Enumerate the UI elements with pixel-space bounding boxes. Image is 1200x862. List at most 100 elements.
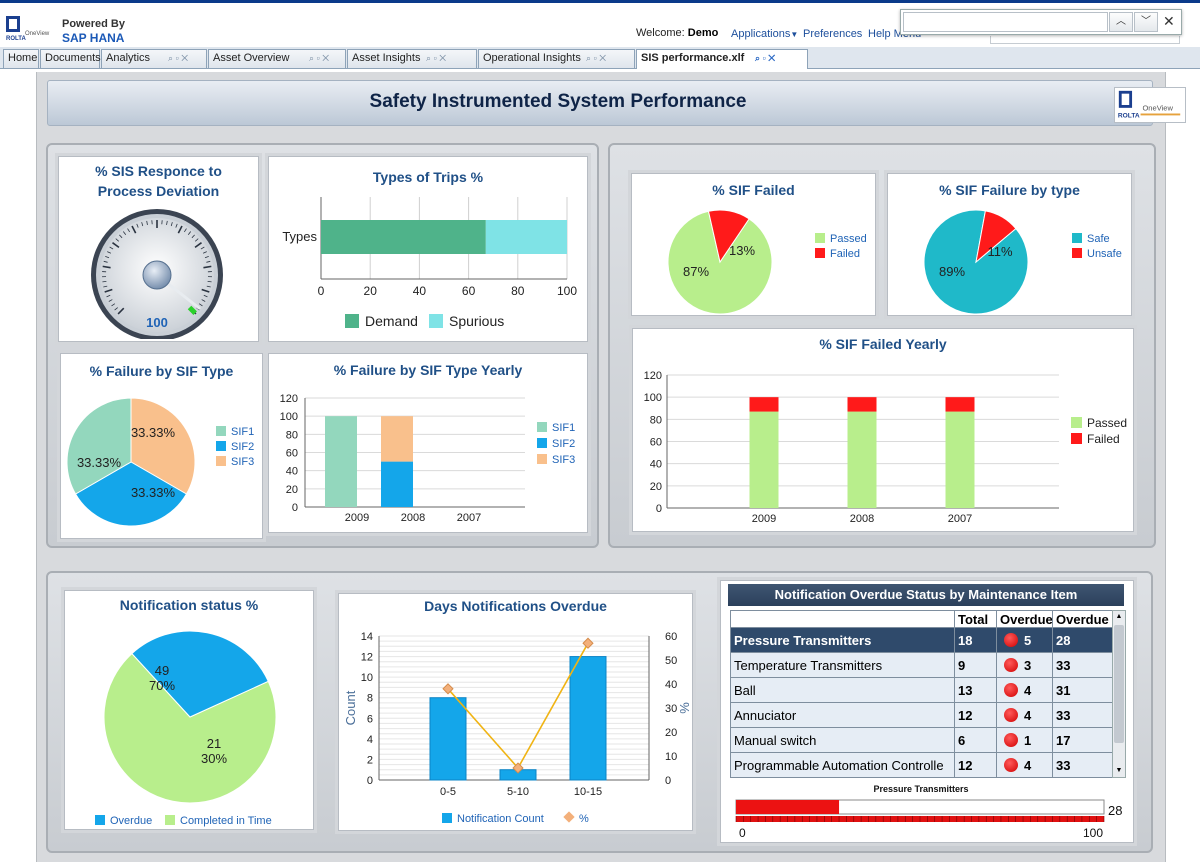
failure-by-sif-yearly-title: % Failure by SIF Type Yearly [333, 362, 523, 378]
gauge-tick [103, 285, 108, 288]
chevron-up-icon: ︿ [1116, 16, 1126, 27]
preferences-link[interactable]: Preferences [803, 28, 863, 40]
notification-status-panel: Notification status % 49 70% 21 30% Overdue C… [64, 590, 314, 830]
overdue-table: Total Overdue Overdue Pressure Transmitt… [730, 610, 1113, 778]
bar-demand [321, 220, 486, 254]
gauge-panel: % SIS Responce to Process Deviation 100 [58, 156, 259, 342]
tab-analytics[interactable]: Analytics ⌕ ▫ ✕ [101, 49, 207, 68]
failure-by-sif-pie: 33.33% 33.33% 33.33% SIF1 SIF2 SIF3 [66, 397, 254, 527]
column-header-overdue[interactable]: Overdue [996, 610, 1053, 628]
point-percent [442, 683, 454, 695]
applications-menu[interactable]: Applications▼ [731, 28, 798, 40]
x-tick-label: 0-5 [440, 786, 456, 798]
table-scrollbar[interactable]: ▲ ▼ [1112, 610, 1126, 778]
column-header-total[interactable]: Total [954, 610, 997, 628]
legend-label: Failed [1087, 432, 1120, 446]
legend-swatch [95, 815, 105, 825]
scroll-thumb[interactable] [1114, 625, 1124, 743]
row-name: Temperature Transmitters [730, 652, 955, 678]
find-input[interactable] [903, 12, 1108, 32]
tab-label: Documents [45, 52, 101, 64]
gauge-tick [203, 265, 212, 269]
gauge-tick [104, 288, 113, 293]
chevron-down-icon: ﹀ [1141, 16, 1151, 27]
tab-documents[interactable]: Documents [40, 49, 101, 68]
table-row[interactable]: Programmable Automation Controlle 12 4 33 [730, 752, 1113, 778]
find-bar: ︿ ﹀ ✕ [900, 9, 1182, 35]
table-row[interactable]: Ball 13 4 31 [730, 677, 1113, 703]
gauge-tick [202, 251, 207, 254]
legend-label: SIF3 [231, 456, 254, 468]
row-total: 12 [954, 752, 997, 778]
sif-failure-type-title: % SIF Failure by type [939, 182, 1080, 198]
y-tick-label: 100 [280, 411, 298, 423]
bar-failed [749, 397, 779, 412]
scroll-down-icon[interactable]: ▼ [1115, 767, 1123, 774]
scroll-up-icon[interactable]: ▲ [1115, 613, 1123, 620]
legend-swatch [563, 811, 575, 823]
legend-swatch [442, 813, 452, 823]
tab-sis-performance[interactable]: SIS performance.xlf ⌕ ▫ ✕ [636, 49, 808, 69]
x-tick-label: 0 [318, 284, 325, 298]
tab-controls-icon: ⌕ ▫ ✕ [426, 53, 447, 63]
gauge-ticks [102, 220, 212, 315]
tab-controls-icon: ⌕ ▫ ✕ [168, 53, 189, 63]
logo-brand: ROLTA [1118, 112, 1140, 119]
pie-label: 87% [683, 264, 709, 279]
tab-asset-overview[interactable]: Asset Overview ⌕ ▫ ✕ [208, 49, 346, 68]
legend-label: Notification Count [457, 813, 544, 825]
rolta-oneview-logo: ROLTA OneView [1114, 87, 1186, 123]
tab-asset-insights[interactable]: Asset Insights ⌕ ▫ ✕ [347, 49, 477, 68]
pie-slice-overdue [131, 630, 269, 718]
column-header-overdue-pct[interactable]: Overdue [1052, 610, 1113, 628]
table-row[interactable]: Temperature Transmitters 9 3 33 [730, 652, 1113, 678]
pie-label: 33.33% [77, 455, 122, 470]
find-next-button[interactable]: ﹀ [1134, 12, 1158, 32]
progress-max-label: 100 [1083, 826, 1103, 840]
gauge-title-line2: Process Deviation [97, 183, 220, 199]
row-overdue-pct: 28 [1052, 627, 1113, 653]
x-tick-label: 40 [413, 284, 427, 298]
status-dot-icon [1004, 707, 1018, 722]
y-tick-label: 120 [644, 370, 662, 382]
gauge-value: 100 [146, 315, 168, 330]
overdue-count: 4 [1024, 707, 1032, 723]
header-input-edge [990, 36, 1180, 44]
tab-home[interactable]: Home [3, 49, 39, 68]
y-tick-label: 0 [367, 775, 373, 787]
y2-tick-label: 10 [665, 751, 677, 763]
table-row[interactable]: Pressure Transmitters 18 5 28 [730, 627, 1113, 653]
column-header-item[interactable] [730, 610, 955, 628]
x-tick-label: 10-15 [574, 786, 602, 798]
gauge-tick [136, 223, 139, 228]
logo-product: OneView [1142, 104, 1173, 113]
y-tick-label: 6 [367, 713, 373, 725]
pie-label: 33.33% [131, 485, 176, 500]
days-overdue-title: Days Notifications Overdue [424, 598, 607, 614]
gauge-tick [194, 238, 199, 242]
legend-label: % [579, 813, 589, 825]
gauge-tick [207, 280, 212, 283]
close-icon[interactable]: ✕ [1163, 13, 1175, 29]
gauge-tick [141, 222, 144, 227]
pie-slice-completed-in-time [103, 652, 277, 804]
table-row[interactable]: Annuciator 12 4 33 [730, 702, 1113, 728]
status-dot-icon [1004, 657, 1018, 672]
legend-label: SIF3 [552, 454, 575, 466]
find-prev-button[interactable]: ︿ [1109, 12, 1133, 32]
bar-passed [749, 411, 779, 508]
sif-failure-type-panel: % SIF Failure by type 89% 11% Safe Unsafe [887, 173, 1132, 316]
overdue-count: 4 [1024, 682, 1032, 698]
tab-operational-insights[interactable]: Operational Insights ⌕ ▫ ✕ [478, 49, 635, 68]
gauge-title-line1: % SIS Responce to [95, 163, 222, 179]
table-row[interactable]: Manual switch 6 1 17 [730, 727, 1113, 753]
gauge-tick [103, 260, 108, 263]
y-tick-label: 60 [286, 448, 298, 460]
sif-failed-pie: 87% 13% Passed Failed [667, 209, 867, 315]
bar-sif1 [325, 416, 357, 507]
legend-label: Passed [1087, 416, 1127, 430]
bar-spurious [485, 220, 567, 254]
tab-bar: Home Documents Analytics ⌕ ▫ ✕ Asset Over… [0, 47, 1200, 69]
gauge-tick [204, 255, 209, 259]
